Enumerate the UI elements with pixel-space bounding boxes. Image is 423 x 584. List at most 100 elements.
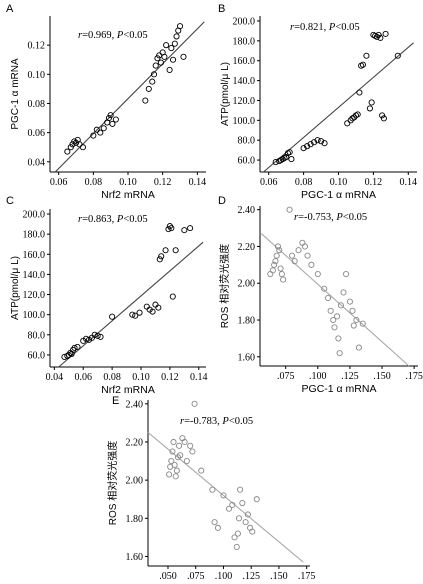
data-point — [149, 308, 156, 315]
y-tick-label: 1.60 — [126, 552, 144, 563]
data-point — [157, 59, 164, 66]
scatter-panel-e: E .050 .075 .100 .125 .150 .175 1.60 1.80 2.00 2.2… — [106, 395, 316, 584]
data-point — [171, 461, 178, 468]
annotation-r-symbol: r — [180, 416, 185, 427]
data-point — [168, 45, 175, 52]
x-tick-label: .075 — [277, 371, 295, 382]
data-point — [299, 239, 306, 246]
annotation-r-value: =0.863, — [82, 214, 117, 225]
data-point — [347, 117, 354, 124]
y-tick-label: 0.06 — [28, 128, 46, 139]
data-point — [289, 252, 296, 259]
data-point — [353, 316, 360, 324]
data-point — [304, 143, 311, 150]
x-tick-label: 0.10 — [330, 177, 348, 188]
data-point — [351, 114, 358, 121]
regression-line — [260, 233, 410, 367]
x-axis-label: PGC-1 α mRNA — [301, 189, 376, 201]
x-tick-label: .125 — [242, 571, 259, 582]
y-axis-label: ROS 相对荧光强度 — [106, 441, 119, 525]
x-tick-label: 0.06 — [50, 177, 68, 188]
data-point — [172, 247, 179, 254]
x-tick-label: .100 — [215, 571, 233, 582]
data-point — [177, 452, 184, 459]
data-point — [71, 138, 78, 145]
annotation-r-value: =-0.753, — [298, 212, 336, 223]
data-point — [162, 247, 169, 254]
panel-letter: C — [6, 195, 14, 207]
data-point — [307, 141, 314, 148]
data-point — [220, 492, 227, 499]
y-tick-label: 160.0 — [23, 250, 46, 261]
data-point — [276, 247, 283, 254]
data-point — [100, 125, 107, 132]
data-point — [198, 467, 205, 474]
y-tick-label: 2.20 — [126, 437, 144, 448]
data-point — [278, 270, 285, 278]
annotation-p-symbol: P — [335, 212, 343, 223]
data-point — [149, 78, 156, 85]
x-tick-label: 0.12 — [154, 177, 172, 188]
data-point — [368, 99, 375, 106]
data-point — [214, 524, 221, 531]
y-tick-label: 60.0 — [238, 156, 256, 167]
x-tick-label: 0.08 — [103, 372, 121, 383]
data-point — [91, 331, 98, 338]
data-point — [68, 350, 75, 357]
y-tick-label: 2.00 — [238, 279, 256, 290]
data-point — [334, 313, 341, 320]
x-tick-label: 0.12 — [365, 177, 383, 188]
data-point — [291, 258, 298, 265]
data-point — [161, 53, 168, 60]
y-tick-label: 1.80 — [238, 316, 256, 327]
x-tick-label: 0.04 — [46, 372, 64, 383]
y-tick-label: 2.20 — [238, 242, 256, 253]
x-tick-label: .175 — [298, 571, 316, 582]
data-point — [335, 335, 342, 342]
data-point — [308, 261, 315, 268]
data-point — [239, 499, 246, 507]
data-point — [330, 316, 337, 324]
annotation-r-value: =0.969, — [82, 30, 117, 41]
y-tick-label: 200.0 — [233, 16, 256, 27]
data-point — [314, 137, 321, 144]
data-point — [295, 247, 302, 254]
data-point — [152, 62, 159, 69]
data-point — [129, 311, 136, 318]
scatter-panel-b: B 0.06 0.08 0.10 0.12 0.14 60.0 80.0 100.0 120.0 1… — [218, 3, 417, 201]
data-point — [233, 543, 240, 550]
annotation-p-value: <0.05 — [229, 416, 253, 427]
data-point — [183, 458, 190, 465]
data-point — [359, 61, 366, 68]
x-axis-label: Nrf2 mRNA — [101, 384, 155, 396]
data-point — [170, 56, 177, 63]
data-point — [109, 120, 116, 127]
data-point — [314, 270, 321, 278]
data-point — [64, 148, 71, 155]
data-point — [321, 285, 328, 292]
annotation-p-value: <0.05 — [343, 212, 367, 223]
data-point — [150, 71, 158, 78]
y-tick-label: 0.04 — [28, 157, 46, 168]
annotation-p-symbol: P — [116, 214, 124, 225]
regression-line — [58, 241, 204, 368]
annotation-r-symbol: r — [290, 22, 295, 33]
data-point — [79, 144, 86, 151]
data-point — [181, 438, 188, 446]
data-point — [74, 343, 81, 350]
y-tick-label: 180.0 — [233, 36, 256, 47]
data-point — [235, 515, 243, 522]
data-point — [363, 52, 370, 59]
correlation-annotation: r=-0.783, P<0.05 — [180, 416, 253, 427]
data-point — [170, 438, 177, 446]
data-point — [173, 467, 180, 474]
data-point — [269, 267, 276, 274]
y-tick-label: 2.40 — [238, 205, 256, 216]
data-point — [166, 66, 173, 73]
data-point — [180, 53, 187, 60]
data-point — [171, 40, 178, 47]
data-point — [286, 206, 293, 213]
x-tick-label: 0.12 — [161, 372, 179, 383]
y-tick-label: 2.00 — [126, 476, 144, 487]
x-tick-label: 0.10 — [119, 177, 137, 188]
